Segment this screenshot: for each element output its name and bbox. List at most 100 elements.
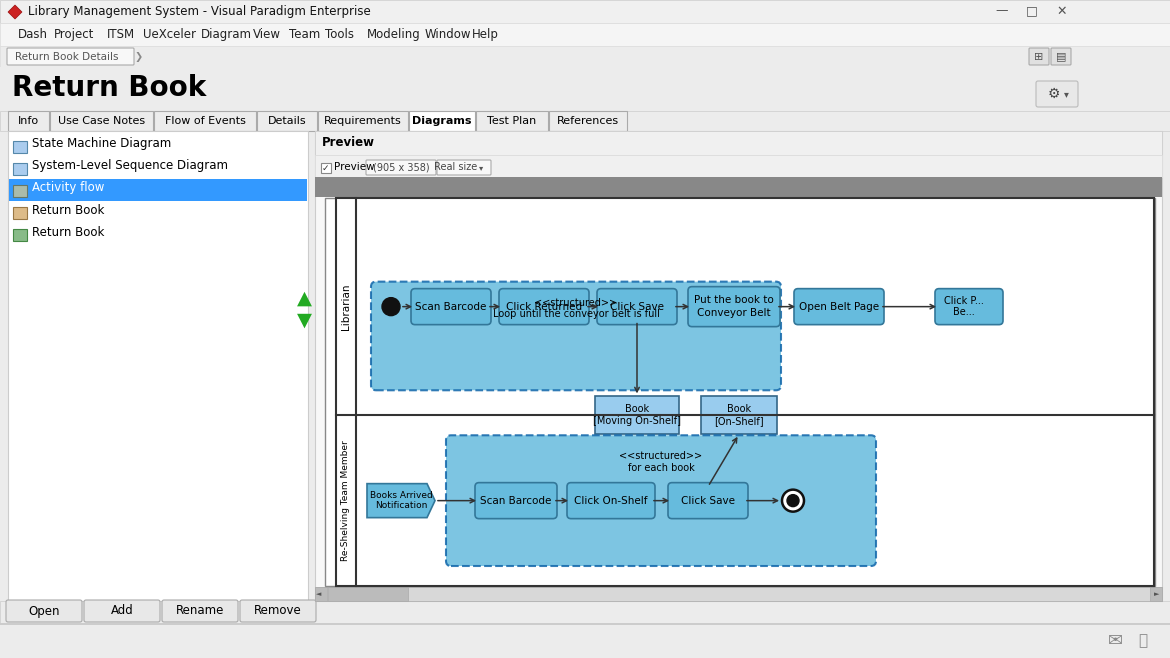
Text: Remove: Remove	[254, 605, 302, 617]
Text: Click Returned: Click Returned	[505, 301, 581, 312]
FancyBboxPatch shape	[475, 482, 557, 519]
FancyBboxPatch shape	[498, 289, 589, 324]
FancyBboxPatch shape	[13, 207, 27, 219]
FancyBboxPatch shape	[371, 282, 782, 390]
FancyBboxPatch shape	[1035, 81, 1078, 107]
Text: ▲: ▲	[296, 288, 311, 307]
Text: Book
[On-Shelf]: Book [On-Shelf]	[714, 405, 764, 426]
Text: Window: Window	[425, 28, 472, 41]
FancyBboxPatch shape	[668, 482, 748, 519]
Text: Team: Team	[289, 28, 321, 41]
FancyBboxPatch shape	[476, 111, 548, 131]
FancyBboxPatch shape	[240, 600, 316, 622]
Text: ▤: ▤	[1055, 51, 1066, 61]
Text: UeXceler: UeXceler	[143, 28, 195, 41]
FancyBboxPatch shape	[0, 623, 1170, 658]
FancyBboxPatch shape	[6, 600, 82, 622]
Text: Put the book to
Conveyor Belt: Put the book to Conveyor Belt	[694, 295, 773, 318]
FancyBboxPatch shape	[315, 131, 1162, 601]
FancyBboxPatch shape	[688, 287, 780, 326]
FancyBboxPatch shape	[336, 198, 1154, 586]
Text: Return Book: Return Book	[12, 74, 206, 102]
Text: Diagram: Diagram	[200, 28, 252, 41]
Text: 🗒: 🗒	[1138, 634, 1147, 649]
Text: Test Plan: Test Plan	[487, 116, 536, 126]
FancyBboxPatch shape	[13, 141, 27, 153]
Text: ▼: ▼	[296, 311, 311, 330]
FancyBboxPatch shape	[50, 111, 152, 131]
Text: Real size: Real size	[434, 163, 477, 172]
FancyBboxPatch shape	[9, 179, 307, 201]
FancyBboxPatch shape	[325, 198, 1155, 586]
Text: Diagrams: Diagrams	[412, 116, 472, 126]
FancyBboxPatch shape	[13, 163, 27, 175]
Text: ✉: ✉	[1108, 632, 1123, 650]
FancyBboxPatch shape	[257, 111, 317, 131]
Text: Loop until the conveyor belt is full: Loop until the conveyor belt is full	[493, 309, 660, 318]
FancyBboxPatch shape	[13, 229, 27, 241]
FancyBboxPatch shape	[366, 160, 436, 175]
FancyBboxPatch shape	[7, 48, 135, 65]
FancyBboxPatch shape	[410, 111, 475, 131]
FancyBboxPatch shape	[794, 289, 885, 324]
FancyBboxPatch shape	[161, 600, 238, 622]
FancyBboxPatch shape	[0, 601, 1170, 623]
Text: System-Level Sequence Diagram: System-Level Sequence Diagram	[32, 159, 228, 172]
Text: for each book: for each book	[627, 463, 694, 473]
FancyBboxPatch shape	[0, 623, 1170, 625]
Text: Rename: Rename	[176, 605, 225, 617]
FancyBboxPatch shape	[315, 587, 1162, 601]
FancyBboxPatch shape	[1150, 587, 1162, 601]
Circle shape	[381, 297, 400, 316]
FancyBboxPatch shape	[315, 177, 1162, 197]
Text: Project: Project	[54, 28, 95, 41]
Text: ITSM: ITSM	[106, 28, 135, 41]
FancyBboxPatch shape	[13, 185, 27, 197]
Text: Modeling: Modeling	[366, 28, 420, 41]
FancyBboxPatch shape	[318, 111, 408, 131]
Text: Add: Add	[111, 605, 133, 617]
FancyBboxPatch shape	[0, 67, 1170, 111]
Text: Dash: Dash	[18, 28, 48, 41]
Text: View: View	[253, 28, 281, 41]
Text: Click On-Shelf: Click On-Shelf	[574, 495, 648, 505]
Text: Re-Shelving Team Member: Re-Shelving Team Member	[342, 440, 351, 561]
Circle shape	[782, 490, 804, 512]
Text: Activity flow: Activity flow	[32, 182, 104, 195]
FancyBboxPatch shape	[1051, 48, 1071, 65]
FancyBboxPatch shape	[0, 0, 1170, 23]
FancyBboxPatch shape	[596, 396, 679, 434]
Polygon shape	[8, 5, 22, 19]
Text: State Machine Diagram: State Machine Diagram	[32, 138, 171, 151]
Text: □: □	[1026, 5, 1038, 18]
FancyBboxPatch shape	[315, 131, 1162, 155]
FancyBboxPatch shape	[321, 163, 331, 173]
Text: Scan Barcode: Scan Barcode	[415, 301, 487, 312]
Text: Help: Help	[472, 28, 498, 41]
Circle shape	[787, 495, 799, 507]
FancyBboxPatch shape	[8, 111, 49, 131]
Text: Requirements: Requirements	[324, 116, 401, 126]
Text: ▾: ▾	[479, 163, 483, 172]
FancyBboxPatch shape	[597, 289, 677, 324]
Text: Use Case Notes: Use Case Notes	[57, 116, 145, 126]
Text: Preview: Preview	[322, 136, 376, 149]
Text: Book
[Moving On-Shelf]: Book [Moving On-Shelf]	[593, 405, 681, 426]
FancyBboxPatch shape	[153, 111, 256, 131]
Text: Librarian: Librarian	[340, 284, 351, 330]
Text: Library Management System - Visual Paradigm Enterprise: Library Management System - Visual Parad…	[28, 5, 371, 18]
FancyBboxPatch shape	[1028, 48, 1049, 65]
FancyBboxPatch shape	[0, 46, 1170, 67]
FancyBboxPatch shape	[84, 600, 160, 622]
FancyBboxPatch shape	[0, 111, 1170, 131]
FancyBboxPatch shape	[549, 111, 627, 131]
FancyBboxPatch shape	[438, 160, 491, 175]
FancyBboxPatch shape	[411, 289, 491, 324]
Text: ❯: ❯	[135, 51, 143, 61]
Text: Return Book: Return Book	[32, 203, 104, 216]
Text: —: —	[996, 5, 1009, 18]
FancyBboxPatch shape	[701, 396, 777, 434]
FancyBboxPatch shape	[328, 587, 408, 601]
Text: ◄: ◄	[316, 591, 322, 597]
Text: Click P...
Be...: Click P... Be...	[944, 296, 984, 317]
